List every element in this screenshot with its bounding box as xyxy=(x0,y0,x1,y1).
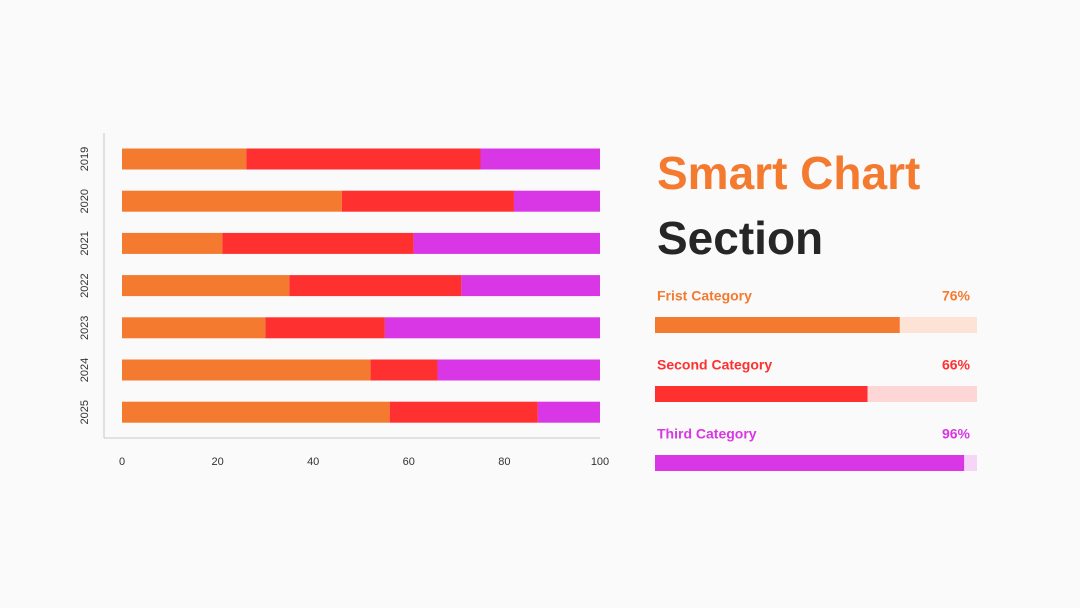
heading-line2: Section xyxy=(657,212,823,264)
bar-segment xyxy=(122,190,342,212)
bar-segment xyxy=(513,190,600,212)
progress-value: 66% xyxy=(942,357,971,373)
x-tick-label: 80 xyxy=(498,456,510,468)
bar-segment xyxy=(437,359,600,381)
bar-segment xyxy=(122,275,290,297)
bar-segment xyxy=(389,401,538,423)
bar-segment xyxy=(480,148,600,170)
x-tick-label: 20 xyxy=(211,456,223,468)
y-tick-label: 2019 xyxy=(79,147,91,171)
y-tick-label: 2020 xyxy=(79,189,91,213)
progress-label: Frist Category xyxy=(657,288,752,304)
y-tick-label: 2022 xyxy=(79,273,91,297)
bar-segment xyxy=(461,275,600,297)
bar-segment xyxy=(122,359,371,381)
bar-segment xyxy=(122,317,266,339)
progress-label: Second Category xyxy=(657,357,772,373)
progress-value: 96% xyxy=(942,426,971,442)
bar-segment xyxy=(122,232,223,254)
bar-segment xyxy=(289,275,462,297)
progress-fill xyxy=(655,386,868,402)
progress-fill xyxy=(655,455,965,471)
bar-segment xyxy=(246,148,481,170)
progress-label: Third Category xyxy=(657,426,757,442)
bar-segment xyxy=(413,232,600,254)
bar-segment xyxy=(370,359,438,381)
bar-segment xyxy=(222,232,414,254)
y-tick-label: 2025 xyxy=(79,400,91,424)
bar-segment xyxy=(341,190,514,212)
progress-value: 76% xyxy=(942,288,971,304)
bar-segment xyxy=(384,317,600,339)
x-tick-label: 100 xyxy=(591,456,609,468)
x-tick-label: 0 xyxy=(119,456,125,468)
bar-segment xyxy=(537,401,600,423)
progress-fill xyxy=(655,317,900,333)
y-tick-label: 2021 xyxy=(79,231,91,255)
bar-segment xyxy=(265,317,385,339)
y-tick-label: 2023 xyxy=(79,316,91,340)
x-tick-label: 60 xyxy=(403,456,415,468)
heading-line1: Smart Chart xyxy=(657,147,920,199)
x-tick-label: 40 xyxy=(307,456,319,468)
bar-segment xyxy=(122,401,390,423)
y-tick-label: 2024 xyxy=(79,358,91,382)
bar-segment xyxy=(122,148,247,170)
